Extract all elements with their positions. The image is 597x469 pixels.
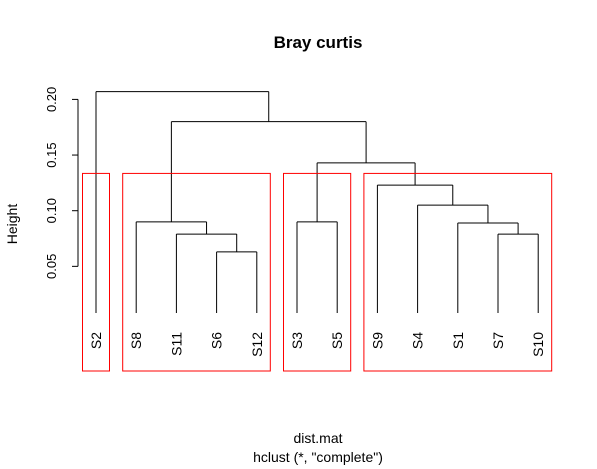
leaf-label: S1 (450, 332, 466, 349)
leaf-label: S12 (249, 332, 265, 357)
cluster-box (82, 172, 110, 372)
y-tick-label: 0.15 (44, 142, 59, 167)
cluster-box (122, 172, 271, 372)
leaf-label: S4 (410, 332, 426, 349)
cluster-box (363, 172, 553, 372)
cluster-box (283, 172, 352, 372)
chart-title: Bray curtis (274, 33, 363, 52)
cluster-boxes (82, 172, 553, 372)
y-axis: 0.05 0.10 0.15 0.20 (44, 87, 79, 279)
y-axis-label: Height (4, 204, 20, 245)
leaf-label: S2 (88, 332, 104, 349)
leaf-label: S10 (530, 332, 546, 357)
x-axis-sublabel: hclust (*, "complete") (253, 449, 383, 465)
y-tick-label: 0.10 (44, 198, 59, 223)
leaf-label: S11 (168, 332, 184, 356)
leaf-labels: S2 S8 S11 S6 S12 S3 S5 S9 S4 S1 S7 S10 (88, 332, 546, 357)
leaf-label: S5 (329, 332, 345, 349)
leaf-label: S9 (369, 332, 385, 349)
leaf-label: S6 (209, 332, 225, 349)
dendrogram-tree (95, 91, 539, 313)
leaf-label: S8 (128, 332, 144, 349)
y-tick-label: 0.20 (44, 87, 59, 112)
x-axis-label: dist.mat (293, 430, 342, 446)
leaf-label: S7 (490, 332, 506, 349)
leaf-label: S3 (289, 332, 305, 349)
y-tick-label: 0.05 (44, 254, 59, 279)
